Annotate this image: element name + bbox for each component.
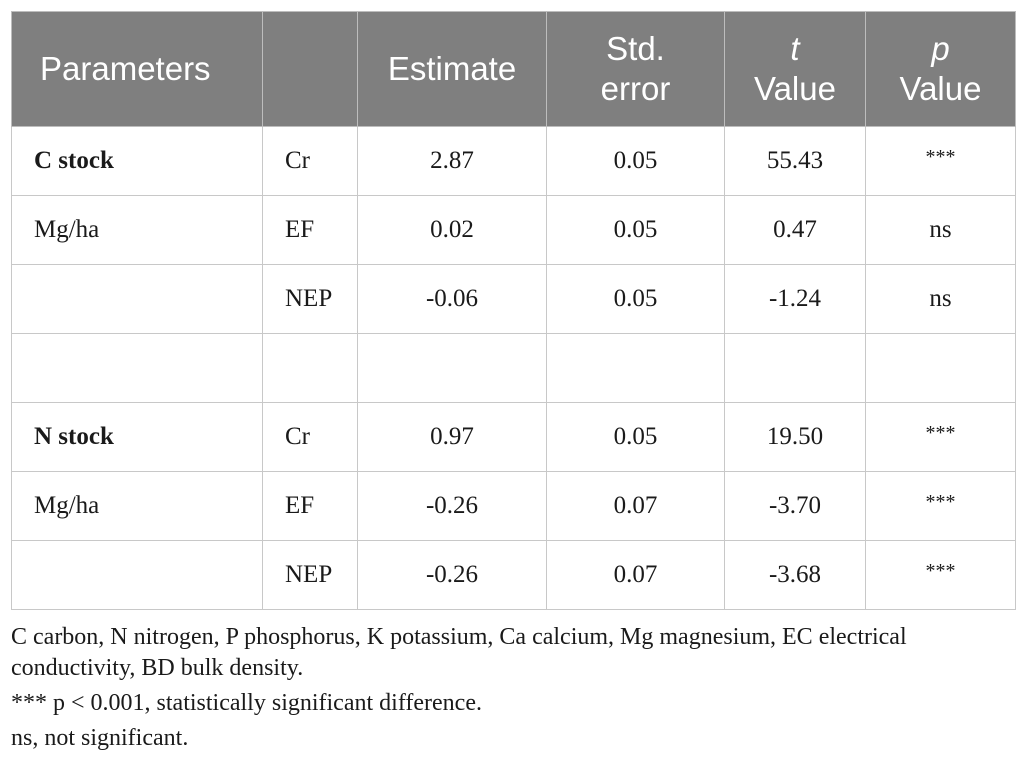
table-row: N stock Cr 0.97 0.05 19.50 *** [11,402,1016,472]
cell-parameter [11,540,263,610]
cell-parameter [11,264,263,334]
cell-t-value: 19.50 [724,402,866,472]
cell-parameter: C stock [11,126,263,196]
cell-p-value: *** [865,471,1016,541]
table-row: Mg/ha EF 0.02 0.05 0.47 ns [11,195,1016,265]
cell-estimate: 0.97 [357,402,547,472]
table-header: Parameters Estimate Std. error t Value [11,11,1016,127]
table-body: C stock Cr 2.87 0.05 55.43 *** Mg/ha EF … [11,126,1016,610]
cell-p-value: *** [865,126,1016,196]
cell-term: NEP [262,264,358,334]
footnote-abbreviations-line-1: C carbon, N nitrogen, P phosphorus, K po… [11,624,907,650]
table-row-empty [11,333,1016,403]
cell-term [262,333,358,403]
cell-term: Cr [262,402,358,472]
cell-std-error: 0.07 [546,471,725,541]
cell-estimate: 2.87 [357,126,547,196]
header-p-value: p Value [865,11,1016,127]
table-row: NEP -0.06 0.05 -1.24 ns [11,264,1016,334]
footnote-significance: *** p < 0.001, statistically significant… [11,690,482,716]
footnote-abbreviations-line-2: conductivity, BD bulk density. [11,655,304,681]
cell-p-value [865,333,1016,403]
table-row: C stock Cr 2.87 0.05 55.43 *** [11,126,1016,196]
cell-estimate: 0.02 [357,195,547,265]
cell-std-error: 0.05 [546,402,725,472]
cell-std-error: 0.05 [546,264,725,334]
cell-std-error: 0.07 [546,540,725,610]
cell-t-value: -3.68 [724,540,866,610]
cell-p-value: ns [865,195,1016,265]
cell-p-value: *** [865,540,1016,610]
header-t-value: t Value [724,11,866,127]
table-row: NEP -0.26 0.07 -3.68 *** [11,540,1016,610]
cell-parameter: N stock [11,402,263,472]
header-std-error: Std. error [546,11,725,127]
cell-t-value: -3.70 [724,471,866,541]
cell-p-value: *** [865,402,1016,472]
cell-std-error [546,333,725,403]
header-parameters: Parameters [11,11,263,127]
header-estimate: Estimate [357,11,547,127]
header-row: Parameters Estimate Std. error t Value [11,11,1016,127]
regression-results-table: Parameters Estimate Std. error t Value [11,11,1016,610]
cell-parameter: Mg/ha [11,471,263,541]
results-table-container: Parameters Estimate Std. error t Value [11,11,1016,610]
cell-term: EF [262,471,358,541]
cell-std-error: 0.05 [546,195,725,265]
cell-term: EF [262,195,358,265]
cell-estimate: -0.26 [357,540,547,610]
cell-t-value: 55.43 [724,126,866,196]
cell-estimate: -0.06 [357,264,547,334]
cell-estimate: -0.26 [357,471,547,541]
cell-std-error: 0.05 [546,126,725,196]
header-term [262,11,358,127]
cell-t-value: -1.24 [724,264,866,334]
cell-term: NEP [262,540,358,610]
cell-t-value [724,333,866,403]
table-footnotes: C carbon, N nitrogen, P phosphorus, K po… [11,622,1021,754]
cell-parameter: Mg/ha [11,195,263,265]
cell-estimate [357,333,547,403]
cell-term: Cr [262,126,358,196]
cell-p-value: ns [865,264,1016,334]
footnote-ns: ns, not significant. [11,725,189,751]
cell-parameter [11,333,263,403]
table-row: Mg/ha EF -0.26 0.07 -3.70 *** [11,471,1016,541]
cell-t-value: 0.47 [724,195,866,265]
